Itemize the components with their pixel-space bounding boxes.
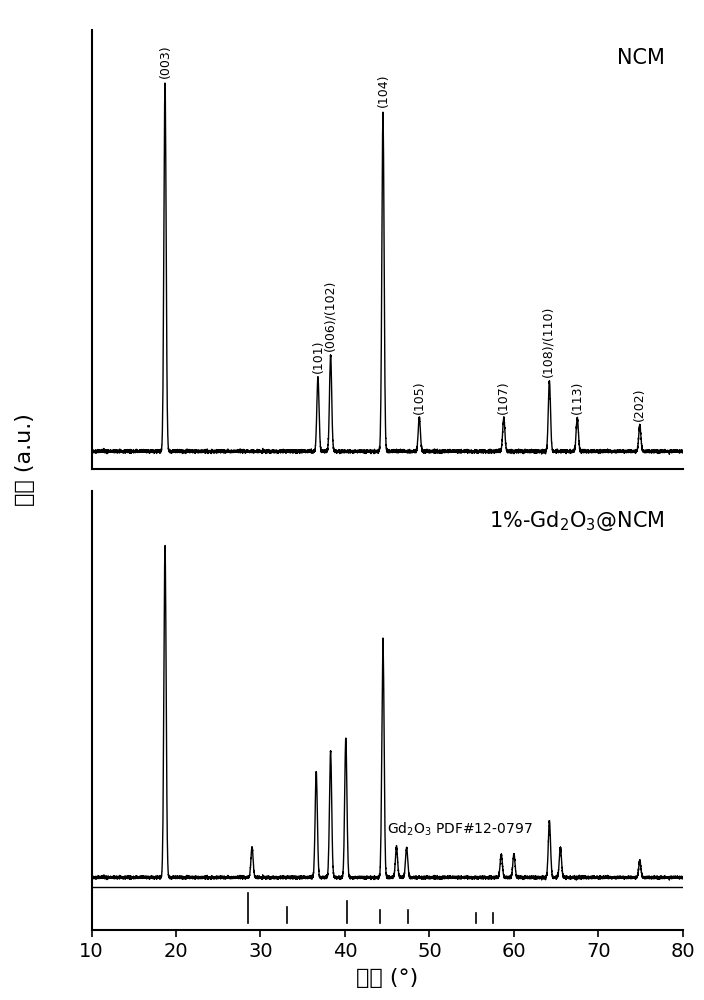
Text: (107): (107)	[497, 380, 510, 414]
Text: (202): (202)	[634, 388, 646, 421]
X-axis label: 角度 (°): 角度 (°)	[356, 968, 418, 988]
Text: (113): (113)	[571, 380, 584, 414]
Text: (006)/(102): (006)/(102)	[323, 280, 337, 351]
Text: 强度 (a.u.): 强度 (a.u.)	[15, 414, 34, 506]
Text: (105): (105)	[413, 380, 426, 414]
Text: Gd$_2$O$_3$ PDF#12-0797: Gd$_2$O$_3$ PDF#12-0797	[387, 820, 533, 838]
Text: (101): (101)	[311, 340, 325, 373]
Text: 1%-Gd$_2$O$_3$@NCM: 1%-Gd$_2$O$_3$@NCM	[489, 509, 665, 533]
Text: (003): (003)	[158, 44, 172, 78]
Text: (104): (104)	[377, 74, 389, 107]
Text: NCM: NCM	[617, 48, 665, 68]
Text: (108)/(110): (108)/(110)	[541, 305, 554, 377]
